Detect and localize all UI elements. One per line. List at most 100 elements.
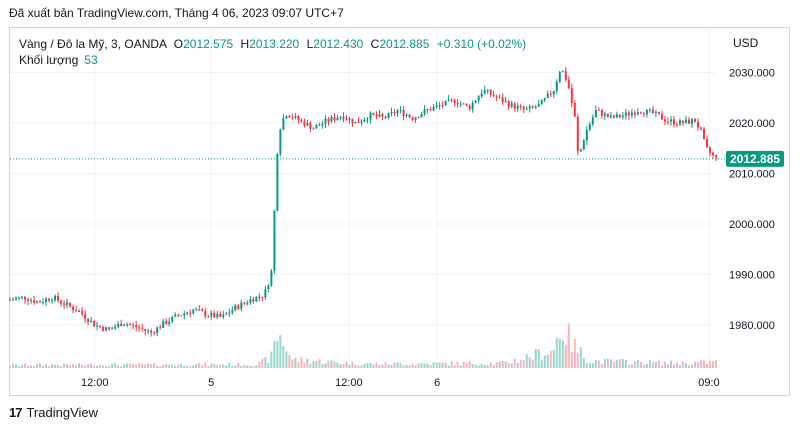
candle-body — [297, 115, 300, 121]
volume-bar — [72, 364, 75, 368]
volume-label: Khối lượng — [19, 53, 79, 67]
candle-body — [573, 103, 576, 117]
volume-bar — [237, 362, 240, 368]
volume-bar — [12, 363, 15, 368]
volume-bar — [579, 347, 582, 368]
volume-bar — [450, 361, 453, 368]
volume-bar — [255, 365, 258, 368]
candle-body — [516, 105, 519, 109]
y-tick-label: 2030.000 — [729, 68, 775, 80]
y-tick-label: 2010.000 — [729, 169, 775, 181]
volume-bar — [630, 364, 633, 368]
volume-bar — [177, 364, 180, 368]
candle-body — [288, 115, 291, 118]
volume-bar — [585, 363, 588, 368]
volume-bar — [465, 362, 468, 368]
volume-bar — [171, 364, 174, 368]
volume-bar — [423, 363, 426, 368]
volume-bar — [327, 360, 330, 368]
candle-body — [45, 298, 48, 303]
symbol-name: Vàng / Đô la Mỹ, 3, OANDA — [19, 37, 167, 51]
candle-body — [492, 94, 495, 97]
candle-body — [270, 270, 273, 286]
candle-body — [291, 117, 294, 119]
candle-body — [81, 311, 84, 314]
candle-body — [147, 330, 150, 332]
candle-body — [267, 285, 270, 290]
candle-body — [306, 123, 309, 126]
candle-body — [177, 314, 180, 316]
volume-bar — [201, 365, 204, 368]
footer[interactable]: 17 TradingView — [9, 405, 98, 420]
volume-bar — [321, 364, 324, 368]
candle-body — [645, 109, 648, 115]
volume-bar — [300, 357, 303, 368]
candle-body — [579, 149, 582, 152]
candle-body — [171, 316, 174, 322]
currency-label[interactable]: USD — [733, 36, 759, 50]
volume-bar — [711, 361, 714, 368]
volume-bar — [561, 340, 564, 368]
volume-bar — [87, 364, 90, 368]
candle-body — [198, 309, 201, 311]
candle-body — [30, 300, 33, 302]
candle-body — [24, 296, 27, 300]
candle-body — [582, 140, 585, 150]
volume-bar — [591, 363, 594, 368]
volume-bar — [447, 365, 450, 368]
volume-bar — [303, 362, 306, 368]
y-tick-label: 1980.000 — [729, 320, 775, 332]
candle-body — [15, 298, 18, 300]
x-axis-labels: 12:00 5 12:00 6 09:0 — [81, 377, 720, 389]
x-tick-label: 09:0 — [698, 377, 719, 389]
volume-bar — [507, 362, 510, 368]
chart-frame[interactable] — [9, 27, 790, 396]
volume-bar — [309, 363, 312, 368]
candle-body — [504, 101, 507, 103]
change-value: +0.310 (+0.02%) — [436, 37, 527, 51]
volume-bar — [27, 365, 30, 368]
volume-bar — [684, 363, 687, 368]
candle-body — [330, 116, 333, 122]
volume-bar — [615, 359, 618, 368]
open-value: 2012.575 — [183, 37, 234, 51]
volume-bar — [378, 365, 381, 368]
volume-bar — [186, 366, 189, 368]
volume-bar — [384, 361, 387, 368]
volume-bar — [672, 364, 675, 368]
candle-body — [150, 330, 153, 333]
volume-bar — [207, 365, 210, 368]
candle-body — [666, 121, 669, 123]
candle-body — [9, 299, 11, 301]
candle-body — [138, 327, 141, 329]
last-price-badge — [726, 150, 784, 167]
volume-bar — [432, 362, 435, 368]
volume-bar — [114, 363, 117, 368]
volume-bar — [489, 362, 492, 368]
candle-body — [282, 118, 285, 130]
candle-body — [564, 71, 567, 80]
volume-bar — [228, 362, 231, 368]
volume-bar — [567, 323, 570, 368]
volume-bar — [501, 360, 504, 368]
volume-bar — [324, 363, 327, 368]
volume-bar — [705, 363, 708, 368]
legend: Vàng / Đô la Mỹ, 3, OANDA O2012.575 H201… — [19, 36, 526, 52]
x-tick-label: 5 — [208, 377, 214, 389]
candle-body — [417, 117, 420, 119]
y-tick-label: 1990.000 — [729, 270, 775, 282]
volume-bar — [594, 360, 597, 368]
volume-bar — [291, 359, 294, 368]
candle-body — [249, 299, 252, 303]
volume-bar — [435, 362, 438, 368]
candle-body — [663, 119, 666, 122]
volume-bar — [438, 362, 441, 368]
volume-bar — [129, 363, 132, 368]
candle-body — [525, 108, 528, 110]
volume-bar — [669, 360, 672, 368]
candle-body — [567, 79, 570, 89]
volume-bar — [231, 365, 234, 368]
candle-body — [339, 116, 342, 118]
candle-body — [429, 109, 432, 111]
